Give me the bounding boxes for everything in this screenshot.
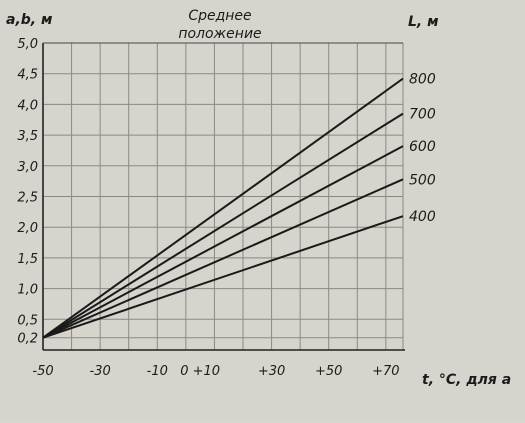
series-label: 800 [409,72,436,88]
y-tick-label: 5,0 [17,37,38,52]
x-tick-label: 0 +10 [180,364,220,379]
x-tick-label: +50 [315,364,342,379]
x-tick-label: -30 [90,364,111,379]
y-tick-label: 1,0 [17,283,38,298]
y-tick-label: 2,0 [17,221,38,236]
y-tick-label: 3,5 [17,129,38,144]
series-labels: 800 700 600 500 400 [409,72,436,226]
y-tick-label: 3,0 [17,160,38,175]
series-line [42,145,404,339]
series-line [42,178,404,339]
x-tick-label: -50 [32,364,53,379]
series-label: 500 [409,172,436,188]
series-label: 600 [409,139,436,155]
tick-labels: 0,2 0,5 1,0 1,5 2,0 2,5 3,0 3,5 4,0 4,5 5,0 -50 -30 -… [17,37,399,379]
y-tick-label: 4,5 [17,68,38,83]
series-label: 400 [409,209,436,225]
series-line [42,77,404,339]
annotation-line-1: Среднее [188,8,251,24]
x-tick-label: +30 [258,364,285,379]
grid [42,42,404,350]
series-line [42,215,404,339]
series-axis-label: L, м [408,14,439,30]
annotation-line-2: положение [178,26,261,42]
x-axis-label: t, °C, для а [422,372,511,388]
series-lines [42,77,404,339]
y-tick-label: 0,2 [17,332,38,347]
series-label: 700 [409,107,436,123]
y-tick-label: 2,5 [17,191,38,206]
plot-frame [42,42,405,351]
x-tick-label: -10 [147,364,168,379]
y-tick-label: 4,0 [17,98,38,113]
y-axis-label: a,b, м [6,12,52,28]
y-tick-label: 1,5 [17,252,38,267]
series-line [42,112,404,339]
y-tick-label: 0,5 [17,313,38,328]
x-tick-label: +70 [372,364,399,379]
